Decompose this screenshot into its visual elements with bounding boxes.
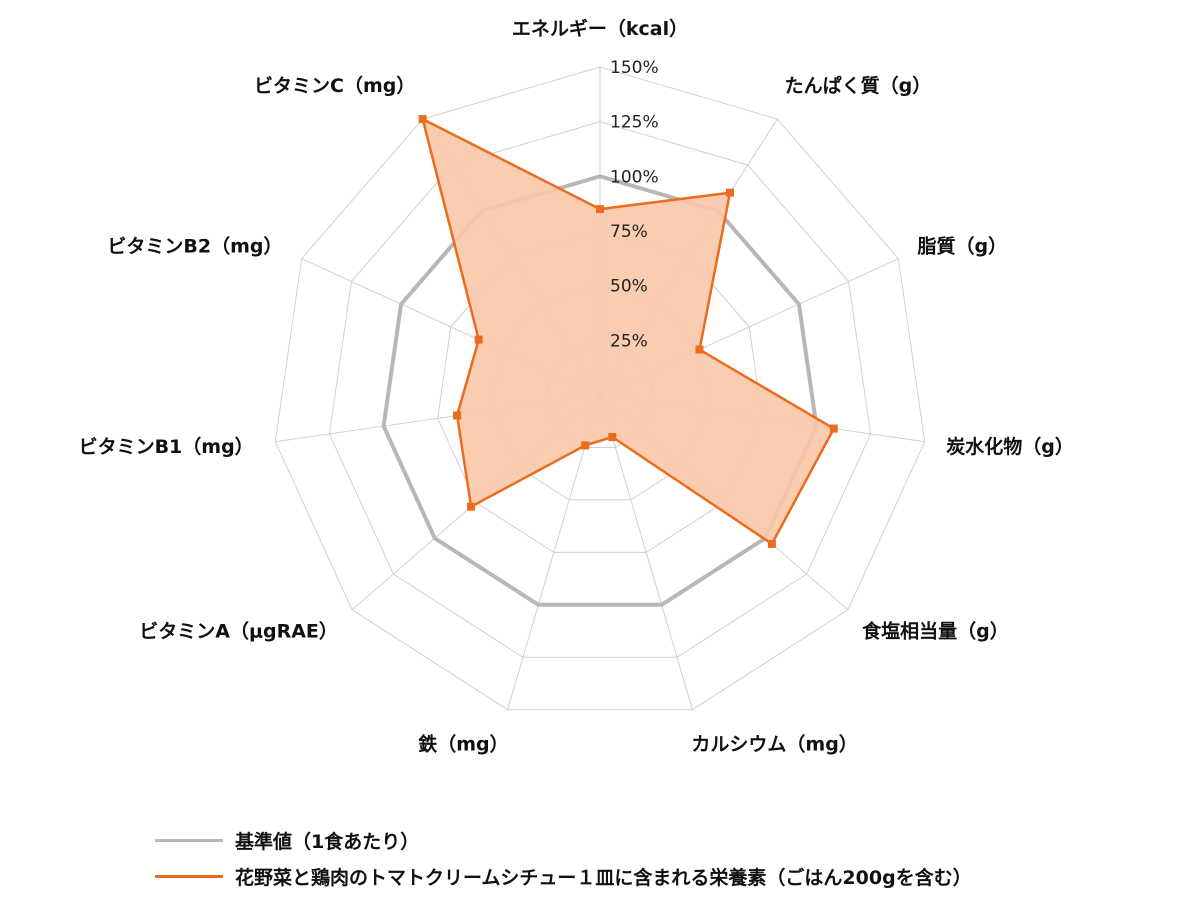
series-dish-line — [421, 117, 836, 546]
axis-label-6: 鉄（mg） — [418, 732, 508, 755]
axis-label-10: ビタミンC（mg） — [254, 74, 415, 97]
axis-label-0: エネルギー（kcal） — [512, 17, 688, 40]
tick-label-50: 50% — [610, 277, 648, 297]
axis-label-1: たんぱく質（g） — [785, 74, 932, 97]
tick-label-150: 150% — [610, 58, 659, 78]
axis-label-4: 食塩相当量（g） — [862, 620, 1009, 643]
spoke-5 — [599, 394, 693, 710]
tick-labels: 25% 50% 75% 100% 125% 150% — [610, 58, 659, 351]
series-dish-point-6 — [581, 441, 590, 450]
legend-label-baseline: 基準値（1食あたり） — [235, 830, 420, 853]
grid-ring-125 — [328, 121, 872, 658]
axis-label-9: ビタミンB2（mg） — [107, 235, 282, 258]
tick-label-25: 25% — [610, 331, 648, 351]
series-dish-point-4 — [767, 539, 776, 548]
grid-ring-150 — [274, 66, 926, 711]
legend-swatch-baseline — [155, 838, 223, 842]
axis-label-5: カルシウム（mg） — [691, 732, 857, 755]
series-dish-point-7 — [467, 502, 476, 511]
tick-label-75: 75% — [610, 222, 648, 242]
tick-label-125: 125% — [610, 113, 659, 133]
legend-item-dish: 花野菜と鶏肉のトマトクリームシチュー１皿に含まれる栄養素（ごはん200gを含む） — [155, 858, 972, 894]
series-baseline-line — [381, 174, 819, 607]
axis-label-8: ビタミンB1（mg） — [79, 435, 254, 458]
axis-label-2: 脂質（g） — [918, 235, 1008, 258]
grid-ring-75 — [437, 230, 763, 553]
axis-labels: エネルギー（kcal） たんぱく質（g） 脂質（g） 炭水化物（g） 食塩相当量（g） カ… — [79, 17, 1074, 755]
axis-label-7: ビタミンA（μgRAE） — [139, 620, 338, 643]
series-dish-point-3 — [829, 424, 838, 433]
series-dish-point-8 — [453, 411, 462, 420]
series-dish-point-2 — [695, 345, 704, 354]
legend-item-baseline: 基準値（1食あたり） — [155, 822, 972, 858]
legend: 基準値（1食あたり） 花野菜と鶏肉のトマトクリームシチュー１皿に含まれる栄養素（… — [155, 822, 972, 894]
series-dish-point-9 — [474, 335, 483, 344]
legend-swatch-dish — [155, 874, 223, 878]
legend-label-dish: 花野菜と鶏肉のトマトクリームシチュー１皿に含まれる栄養素（ごはん200gを含む） — [235, 866, 972, 889]
series-dish-point-1 — [726, 188, 734, 197]
series-dish-point-0 — [596, 205, 604, 214]
series-dish-point-10 — [418, 115, 427, 124]
axis-label-3: 炭水化物（g） — [946, 435, 1074, 458]
series-layer — [381, 115, 838, 607]
tick-label-100: 100% — [610, 167, 659, 187]
series-dish-point-5 — [608, 433, 617, 441]
